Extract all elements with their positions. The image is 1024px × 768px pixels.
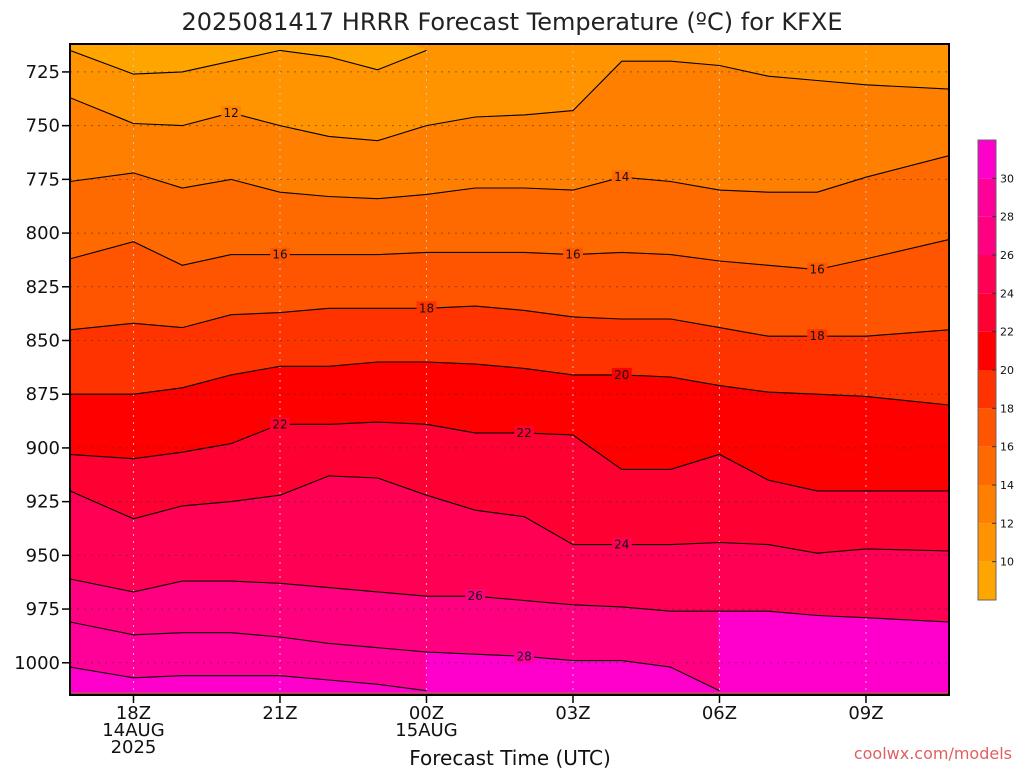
- y-tick-label: 800: [26, 223, 60, 244]
- contour-label: 22: [517, 426, 532, 440]
- contour-label-bg: [807, 262, 828, 277]
- colorbar-band: [978, 331, 996, 370]
- contour-label-bg: [514, 425, 535, 440]
- y-tick-label: 850: [26, 330, 60, 351]
- colorbar-tick-label: 30: [1000, 172, 1014, 185]
- contour-label: 20: [614, 368, 629, 382]
- colorbar-tick-label: 22: [1000, 326, 1014, 339]
- x-tick-label: 06Z: [702, 703, 737, 724]
- contour-label: 14: [614, 170, 629, 184]
- y-tick-label: 925: [26, 492, 60, 513]
- contour-label: 18: [810, 329, 825, 343]
- contour-line-14: [70, 155, 949, 200]
- contour-line-30: [70, 666, 427, 692]
- contour-label-bg: [807, 329, 828, 344]
- fill-band-10: [70, 44, 427, 75]
- x-tick-label: 18Z: [116, 703, 151, 724]
- contour-line-22: [70, 421, 949, 492]
- colorbar-band: [978, 370, 996, 409]
- y-tick-label: 725: [26, 62, 60, 83]
- contour-label-bg: [611, 537, 632, 552]
- y-tick-label: 1000: [14, 653, 60, 674]
- contour-label-bg: [465, 589, 486, 604]
- colorbar-band: [978, 255, 996, 294]
- credit-text: coolwx.com/models: [854, 744, 1012, 763]
- colorbar-tick-label: 24: [1000, 287, 1014, 300]
- colorbar-tick-label: 18: [1000, 402, 1014, 415]
- contour-label: 22: [272, 417, 287, 431]
- plot-frame: [69, 43, 950, 696]
- colorbar-band: [978, 178, 996, 217]
- x-tick-label: 09Z: [848, 703, 883, 724]
- contour-label-bg: [611, 170, 632, 185]
- contour-fill-layer: [70, 44, 949, 695]
- contour-line-20: [70, 361, 949, 406]
- grid-layer: [70, 44, 949, 693]
- colorbar-tick-label: 10: [1000, 556, 1014, 569]
- contour-label: 28: [517, 649, 532, 663]
- colorbar-tick-label: 26: [1000, 249, 1014, 262]
- contour-line-26: [70, 578, 949, 623]
- contour-label: 16: [810, 263, 825, 277]
- x-tick-label: 21Z: [262, 703, 297, 724]
- contour-label: 24: [614, 538, 629, 552]
- contour-line-10: [70, 49, 427, 75]
- x-tick-label: 03Z: [555, 703, 590, 724]
- y-axis: 725 750 775 800 825 850 875 900 925 950 975 1000: [14, 62, 70, 674]
- contour-label-bg: [562, 247, 583, 262]
- y-tick-label: 775: [26, 169, 60, 190]
- contour-label-bg: [221, 105, 242, 120]
- x-tick-label: 2025: [111, 737, 157, 758]
- contour-line-layer: [70, 49, 949, 692]
- colorbar-band: [978, 446, 996, 485]
- y-tick-label: 750: [26, 116, 60, 137]
- y-tick-label: 950: [26, 545, 60, 566]
- contour-label: 18: [419, 301, 434, 315]
- contour-line-24: [70, 475, 949, 554]
- contour-label-layer: 12 14 16 16 16 18 18 20 22 22 24 26 28: [221, 105, 828, 664]
- contour-label-bg: [611, 367, 632, 382]
- colorbar-band: [978, 523, 996, 562]
- contour-label-bg: [416, 301, 437, 316]
- contour-label: 16: [272, 248, 287, 262]
- x-axis-label: Forecast Time (UTC): [409, 746, 611, 768]
- colorbar-tick-label: 16: [1000, 441, 1014, 454]
- colorbar-tick-label: 20: [1000, 364, 1014, 377]
- contour-label: 12: [224, 106, 239, 120]
- y-tick-label: 900: [26, 438, 60, 459]
- contour-line-18: [70, 305, 949, 337]
- colorbar-tick-label: 12: [1000, 517, 1014, 530]
- x-tick-label: 14AUG: [102, 720, 164, 741]
- x-tick-label: 00Z: [409, 703, 444, 724]
- colorbar-band: [978, 485, 996, 524]
- colorbar-band: [978, 408, 996, 447]
- ground-strip: [70, 692, 949, 695]
- colorbar-tick-label: 28: [1000, 211, 1014, 224]
- contour-label: 26: [468, 589, 483, 603]
- colorbar: 10 12 14 16 18 20 22 24 26 28 30: [977, 139, 1014, 601]
- colorbar-band: [978, 561, 996, 600]
- contour-label: 16: [565, 248, 580, 262]
- colorbar-tick-label: 14: [1000, 479, 1014, 492]
- chart-title: 2025081417 HRRR Forecast Temperature (ºC…: [181, 8, 842, 36]
- contour-line-16: [70, 238, 949, 271]
- x-tick-label: 15AUG: [395, 720, 457, 741]
- y-tick-label: 875: [26, 384, 60, 405]
- colorbar-band: [978, 216, 996, 255]
- contour-label-bg: [269, 247, 290, 262]
- fill-band-12: [70, 44, 949, 141]
- contour-label-bg: [514, 649, 535, 664]
- colorbar-band: [978, 293, 996, 332]
- contour-line-28: [70, 621, 720, 692]
- contour-label-bg: [269, 417, 290, 432]
- colorbar-band: [978, 140, 996, 179]
- y-tick-label: 825: [26, 277, 60, 298]
- y-tick-label: 975: [26, 599, 60, 620]
